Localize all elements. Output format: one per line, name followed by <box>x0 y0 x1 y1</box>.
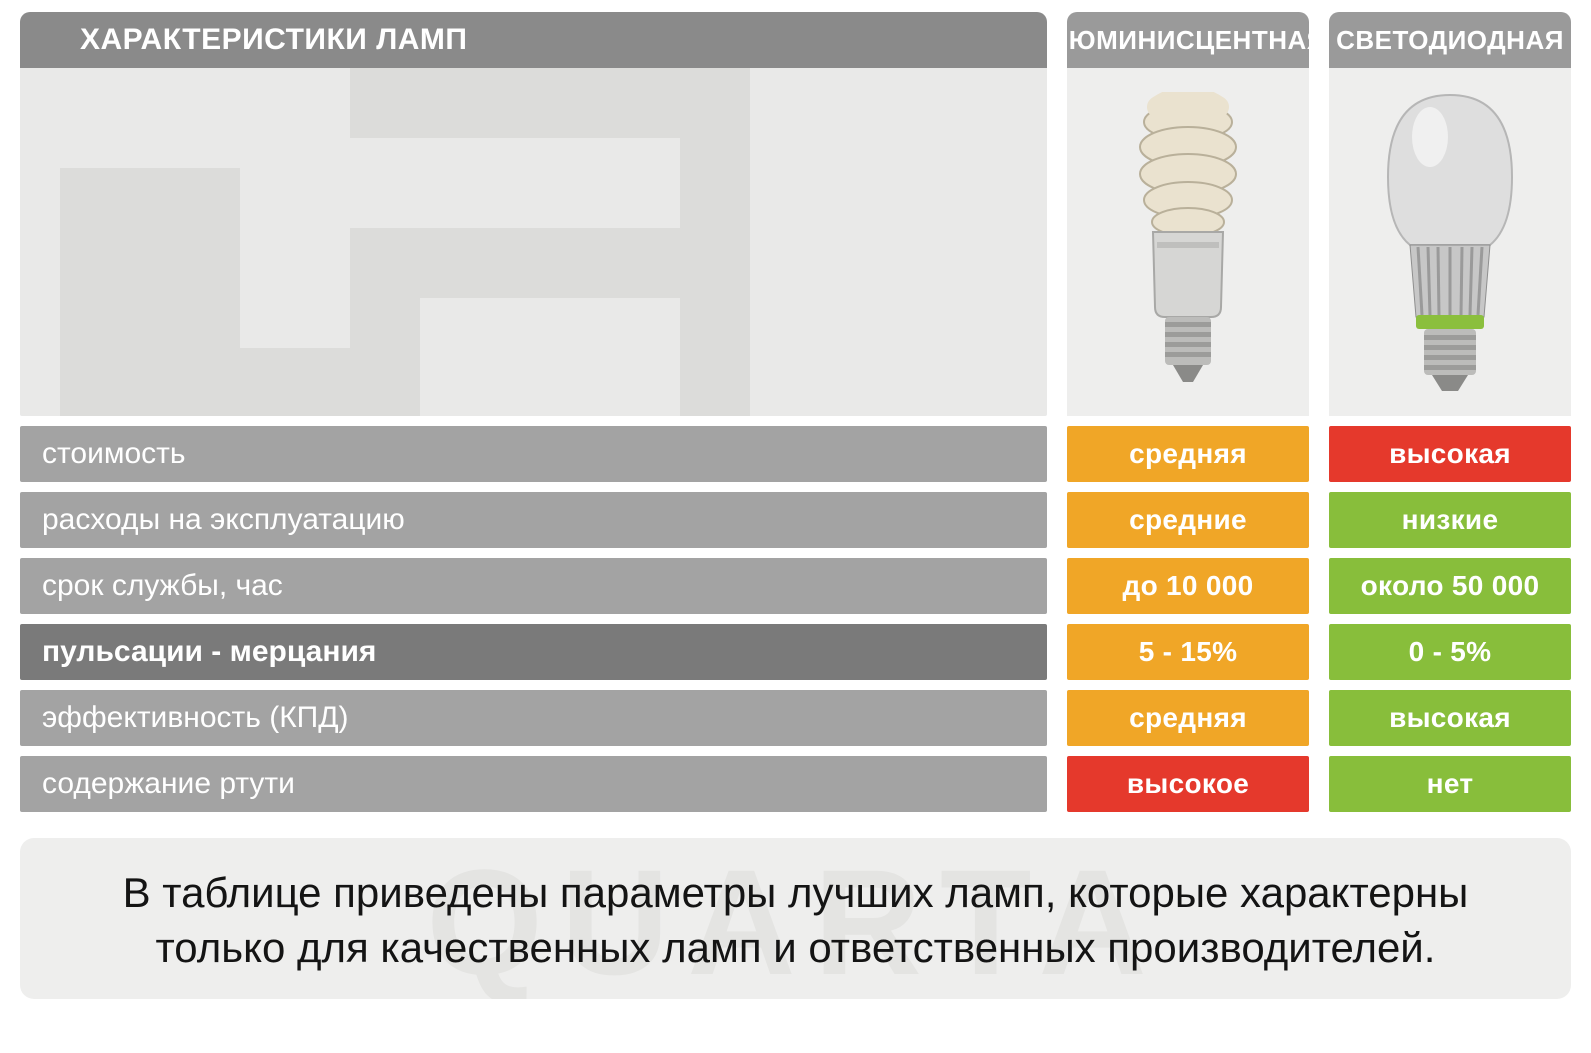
footer-note: QUARTA В таблице приведены параметры луч… <box>20 838 1571 999</box>
value-cell: средняя <box>1067 690 1309 746</box>
value-text: 5 - 15% <box>1139 636 1238 668</box>
led-bulb-icon <box>1329 68 1571 416</box>
value-text: до 10 000 <box>1123 570 1254 602</box>
characteristics-column: ХАРАКТЕРИСТИКИ ЛАМП стоимость расходы на … <box>20 12 1047 812</box>
value-text: высокая <box>1389 702 1511 734</box>
characteristic-row: расходы на эксплуатацию <box>20 492 1047 548</box>
value-cell: высокое <box>1067 756 1309 812</box>
cfl-bulb-icon <box>1067 68 1309 416</box>
value-text: высокое <box>1127 768 1249 800</box>
value-text: около 50 000 <box>1361 570 1540 602</box>
characteristic-row: эффективность (КПД) <box>20 690 1047 746</box>
value-text: нет <box>1427 768 1474 800</box>
comparison-table: ХАРАКТЕРИСТИКИ ЛАМП стоимость расходы на … <box>20 12 1571 812</box>
value-cell: до 10 000 <box>1067 558 1309 614</box>
value-text: средние <box>1129 504 1247 536</box>
characteristic-row: стоимость <box>20 426 1047 482</box>
characteristic-label: стоимость <box>42 437 186 471</box>
luminescent-values: средняя средние до 10 000 5 - 15% средняя выс… <box>1067 426 1309 812</box>
characteristic-labels: стоимость расходы на эксплуатацию срок слу… <box>20 426 1047 812</box>
characteristic-row: срок службы, час <box>20 558 1047 614</box>
value-text: средняя <box>1129 702 1247 734</box>
led-column: СВЕТОДИОДНАЯ <box>1329 12 1571 812</box>
value-cell: 0 - 5% <box>1329 624 1571 680</box>
characteristic-label: содержание ртути <box>42 767 295 801</box>
value-cell: высокая <box>1329 690 1571 746</box>
value-cell: около 50 000 <box>1329 558 1571 614</box>
value-text: высокая <box>1389 438 1511 470</box>
characteristic-row: содержание ртути <box>20 756 1047 812</box>
value-cell: средние <box>1067 492 1309 548</box>
column-header-led: СВЕТОДИОДНАЯ <box>1329 12 1571 68</box>
value-cell: средняя <box>1067 426 1309 482</box>
characteristic-row: пульсации - мерцания <box>20 624 1047 680</box>
led-values: высокая низкие около 50 000 0 - 5% высокая не… <box>1329 426 1571 812</box>
value-text: средняя <box>1129 438 1247 470</box>
characteristic-label: пульсации - мерцания <box>42 635 376 669</box>
value-cell: высокая <box>1329 426 1571 482</box>
value-cell: нет <box>1329 756 1571 812</box>
luminescent-column: ЛЮМИНИСЦЕНТНАЯ <box>1067 12 1309 812</box>
value-cell: низкие <box>1329 492 1571 548</box>
characteristic-label: срок службы, час <box>42 569 283 603</box>
value-text: 0 - 5% <box>1409 636 1492 668</box>
watermark-panel <box>20 68 1047 416</box>
value-cell: 5 - 15% <box>1067 624 1309 680</box>
characteristic-label: расходы на эксплуатацию <box>42 503 405 537</box>
footer-text: В таблице приведены параметры лучших лам… <box>60 866 1531 975</box>
column-header-luminescent: ЛЮМИНИСЦЕНТНАЯ <box>1067 12 1309 68</box>
value-text: низкие <box>1402 504 1499 536</box>
table-title: ХАРАКТЕРИСТИКИ ЛАМП <box>20 12 1047 68</box>
characteristic-label: эффективность (КПД) <box>42 701 349 735</box>
